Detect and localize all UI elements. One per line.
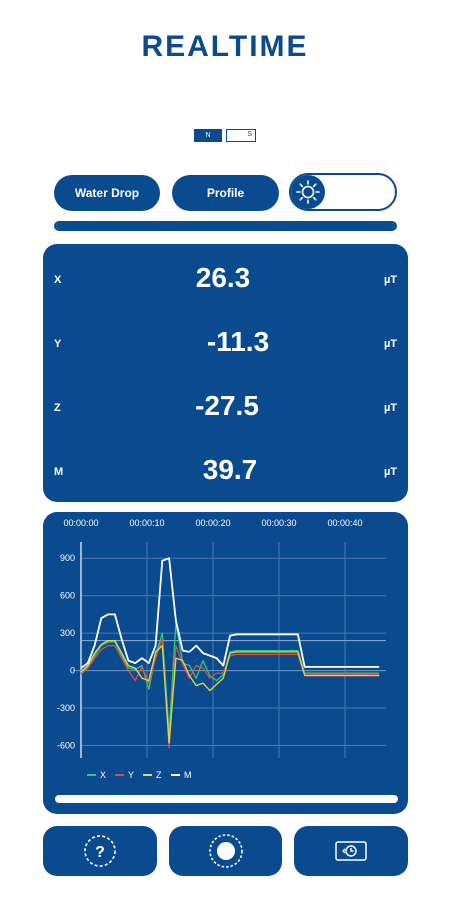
water-drop-button[interactable]: Water Drop <box>54 175 160 211</box>
light-toggle[interactable] <box>289 173 397 211</box>
reading-value: 39.7 <box>202 454 258 485</box>
reading-row-m: M 39.7 µT <box>43 452 408 492</box>
x-tick-label: 00:00:30 <box>261 518 296 528</box>
axis-label: X <box>54 274 62 286</box>
y-tick-label: 900 <box>60 553 75 563</box>
series-line-z <box>80 639 380 744</box>
legend-label-m: M <box>184 770 192 780</box>
axis-label: Y <box>54 338 62 350</box>
svg-text:?: ? <box>95 844 105 861</box>
history-button[interactable] <box>294 826 408 876</box>
reading-row-y: Y -11.3 µT <box>43 324 408 364</box>
progress-bar <box>54 221 397 231</box>
reading-value: -27.5 <box>195 390 259 421</box>
unit-label: µT <box>383 466 397 478</box>
unit-label: µT <box>383 402 397 414</box>
unit-label: µT <box>383 338 397 350</box>
south-option[interactable]: S <box>226 129 256 142</box>
x-tick-label: 00:00:00 <box>63 518 98 528</box>
magnetic-chart: 00:00:00 00:00:10 00:00:20 00:00:30 00:00:40… <box>43 512 408 814</box>
legend-label-y: Y <box>128 770 134 780</box>
y-tick-label: -300 <box>57 703 75 713</box>
north-option[interactable]: N <box>194 129 222 142</box>
axis-label: M <box>54 466 64 478</box>
series-line-x <box>80 622 380 734</box>
y-tick-label: 600 <box>60 591 75 601</box>
reading-value: 26.3 <box>195 262 251 293</box>
unit-label: µT <box>383 274 397 286</box>
x-tick-label: 00:00:40 <box>327 518 362 528</box>
reading-value: -11.3 <box>206 326 270 357</box>
series-line-y <box>80 638 380 749</box>
chart-svg: 00:00:00 00:00:10 00:00:20 00:00:30 00:00:40… <box>57 518 386 780</box>
record-icon <box>208 834 243 868</box>
legend-label-z: Z <box>156 770 162 780</box>
timeline-scrollbar[interactable] <box>55 795 398 803</box>
y-tick-label: 0 <box>70 666 75 676</box>
pole-toggle[interactable]: N S <box>194 129 258 142</box>
y-tick-label: 300 <box>60 628 75 638</box>
profile-button[interactable]: Profile <box>172 175 279 211</box>
y-tick-label: -600 <box>57 741 75 751</box>
record-button[interactable] <box>169 826 282 876</box>
sun-icon <box>291 175 325 209</box>
progress-fill <box>56 223 395 229</box>
x-tick-label: 00:00:20 <box>195 518 230 528</box>
axis-label: Z <box>54 402 61 414</box>
help-icon: ? <box>84 835 116 867</box>
series-line-m <box>80 557 380 669</box>
reading-row-z: Z -27.5 µT <box>43 388 408 428</box>
readings-panel: X 26.3 µT Y -11.3 µT Z -27.5 µT M 39.7 µ… <box>43 244 408 502</box>
reading-row-x: X 26.3 µT <box>43 260 408 300</box>
page-title: REALTIME <box>141 30 309 63</box>
history-icon <box>335 841 367 861</box>
legend-label-x: X <box>100 770 106 780</box>
x-tick-label: 00:00:10 <box>129 518 164 528</box>
help-button[interactable]: ? <box>43 826 157 876</box>
